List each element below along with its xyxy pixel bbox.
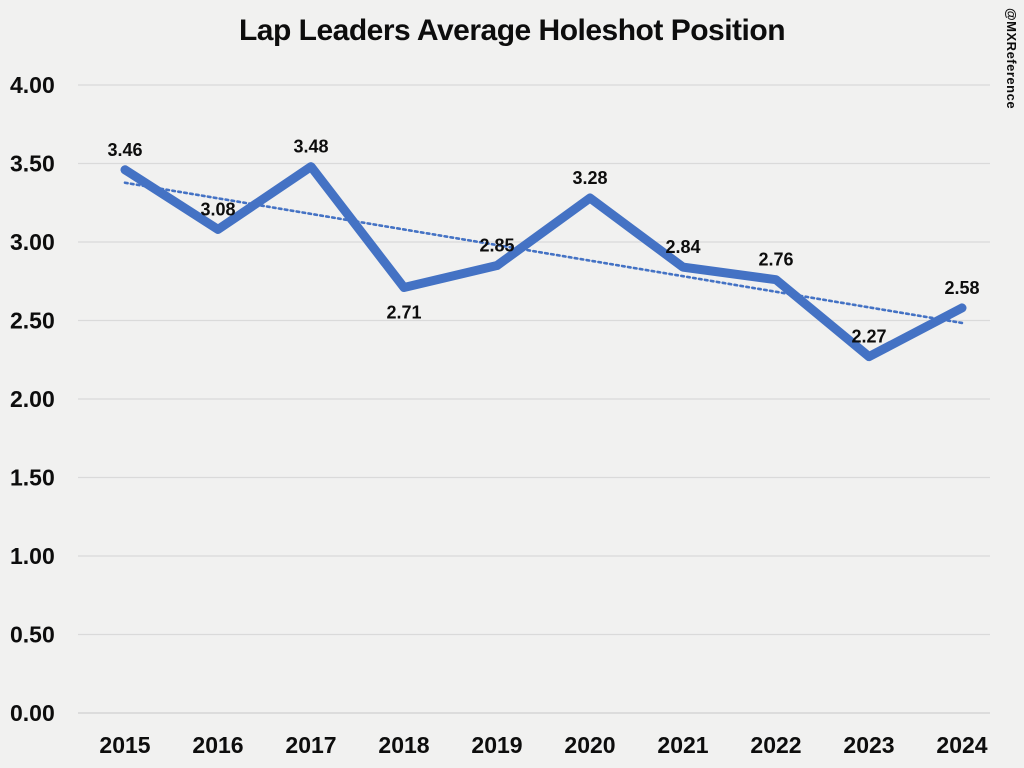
- x-tick-label: 2022: [750, 732, 801, 758]
- x-tick-label: 2019: [471, 732, 522, 758]
- x-tick-label: 2017: [285, 732, 336, 758]
- data-point-label: 3.28: [572, 168, 607, 188]
- y-tick-label: 0.00: [10, 700, 55, 726]
- x-tick-label: 2020: [564, 732, 615, 758]
- x-tick-label: 2021: [657, 732, 708, 758]
- watermark-handle: @MXReference: [1004, 8, 1019, 110]
- y-tick-label: 3.00: [10, 229, 55, 255]
- data-point-label: 3.46: [107, 140, 142, 160]
- data-point-label: 3.48: [293, 137, 328, 157]
- y-tick-label: 1.50: [10, 465, 55, 491]
- y-tick-label: 2.50: [10, 308, 55, 334]
- y-tick-label: 3.50: [10, 151, 55, 177]
- y-tick-label: 1.00: [10, 543, 55, 569]
- data-point-label: 2.76: [758, 250, 793, 270]
- data-point-label: 2.84: [665, 237, 700, 257]
- data-point-label: 2.85: [479, 236, 514, 256]
- x-tick-label: 2023: [843, 732, 894, 758]
- y-tick-label: 2.00: [10, 386, 55, 412]
- x-tick-label: 2024: [936, 732, 987, 758]
- x-tick-label: 2016: [192, 732, 243, 758]
- trendline: [123, 181, 964, 325]
- data-point-label: 2.27: [851, 327, 886, 347]
- data-point-label: 3.08: [200, 199, 235, 219]
- x-tick-label: 2015: [99, 732, 150, 758]
- data-series-line: [120, 162, 967, 362]
- x-tick-label: 2018: [378, 732, 429, 758]
- y-tick-label: 4.00: [10, 72, 55, 98]
- y-tick-label: 0.50: [10, 622, 55, 648]
- chart-title: Lap Leaders Average Holeshot Position: [238, 14, 786, 47]
- data-point-label: 2.58: [944, 278, 979, 298]
- data-point-label: 2.71: [386, 303, 421, 323]
